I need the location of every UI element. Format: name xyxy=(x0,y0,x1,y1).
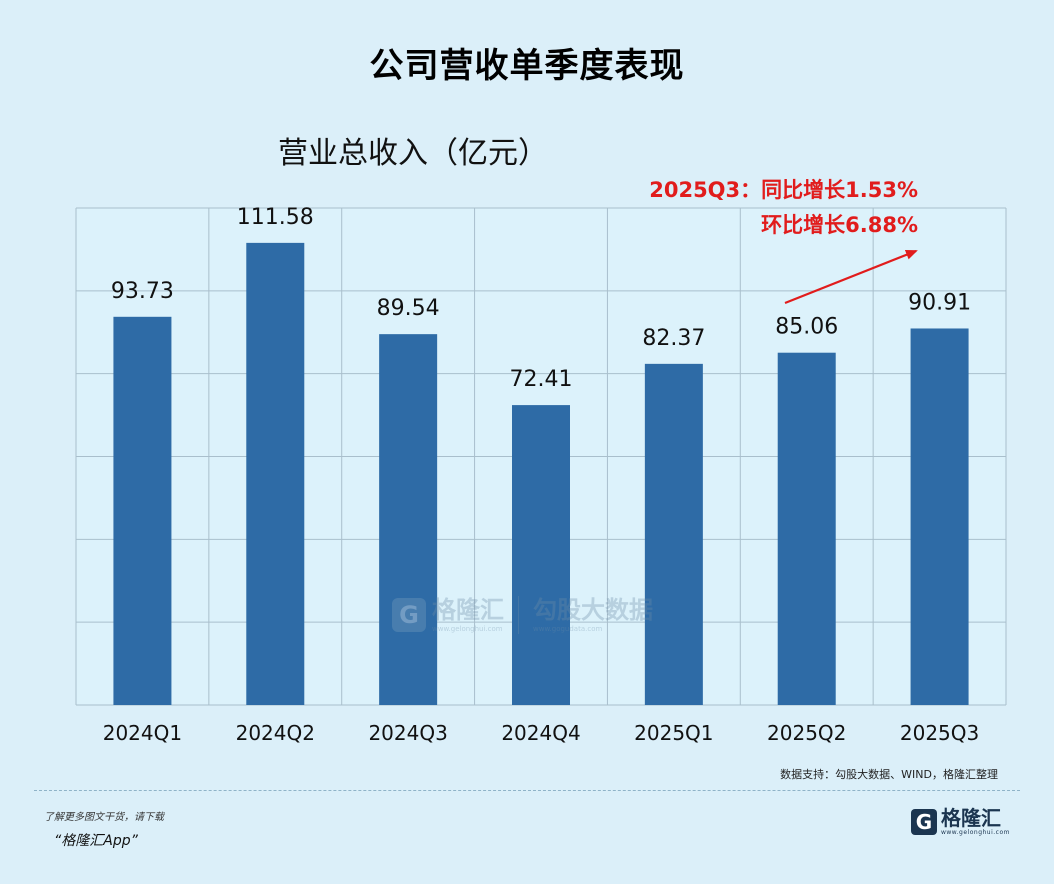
tick-label-2024q3: 2024Q3 xyxy=(368,721,447,745)
source-note: 数据支持：勾股大数据、WIND，格隆汇整理 xyxy=(780,768,998,781)
annotation-line-1: 2025Q3：同比增长1.53% xyxy=(649,178,918,202)
logo-url: www.gelonghui.com xyxy=(940,829,1010,836)
tick-label-2025q1: 2025Q1 xyxy=(634,721,713,745)
growth-arrow xyxy=(784,249,918,305)
data-labels: 93.73 111.58 89.54 72.41 82.37 85.06 90.91 xyxy=(111,205,971,392)
bar-2025q2 xyxy=(777,352,836,705)
bar-2024q3 xyxy=(379,334,438,705)
tick-label-2025q2: 2025Q2 xyxy=(767,721,846,745)
bar-2025q1 xyxy=(644,363,703,705)
tick-label-2024q4: 2024Q4 xyxy=(501,721,580,745)
data-label-2025q1: 82.37 xyxy=(642,326,705,351)
bars xyxy=(113,242,969,705)
bar-2024q1 xyxy=(113,316,172,705)
bar-2025q3 xyxy=(910,328,969,705)
annotation-line-2: 环比增长6.88% xyxy=(761,213,918,237)
data-label-2024q1: 93.73 xyxy=(111,279,174,304)
revenue-chart-svg: 93.73 111.58 89.54 72.41 82.37 85.06 90.91 202… xyxy=(75,136,1007,745)
tick-label-2024q1: 2024Q1 xyxy=(103,721,182,745)
revenue-chart: 93.73 111.58 89.54 72.41 82.37 85.06 90.91 202… xyxy=(75,136,1007,745)
data-label-2025q2: 85.06 xyxy=(775,315,838,340)
footer-promo: 了解更多图文干货，请下载 xyxy=(44,812,164,823)
tick-label-2025q3: 2025Q3 xyxy=(900,721,979,745)
tick-label-2024q2: 2024Q2 xyxy=(236,721,315,745)
page-title: 公司营收单季度表现 xyxy=(369,46,685,86)
bar-2024q4 xyxy=(512,405,570,705)
bar-2024q2 xyxy=(246,242,305,705)
footer-divider xyxy=(34,790,1020,791)
data-label-2025q3: 90.91 xyxy=(908,290,971,315)
logo-name: 格隆汇 xyxy=(940,806,1001,830)
gelonghui-logo-icon: G xyxy=(910,809,937,835)
chart-title: 营业总收入（亿元） xyxy=(278,136,548,171)
data-label-2024q3: 89.54 xyxy=(377,296,440,321)
footer-app-name: “格隆汇App” xyxy=(54,833,138,849)
footer-logo: G 格隆汇 www.gelonghui.com xyxy=(910,806,1010,836)
grid-lines xyxy=(75,207,1007,706)
category-tick-labels: 2024Q1 2024Q2 2024Q3 2024Q4 2025Q1 2025Q2 2025… xyxy=(103,721,980,745)
data-label-2024q4: 72.41 xyxy=(510,367,573,392)
data-label-2024q2: 111.58 xyxy=(237,205,314,230)
